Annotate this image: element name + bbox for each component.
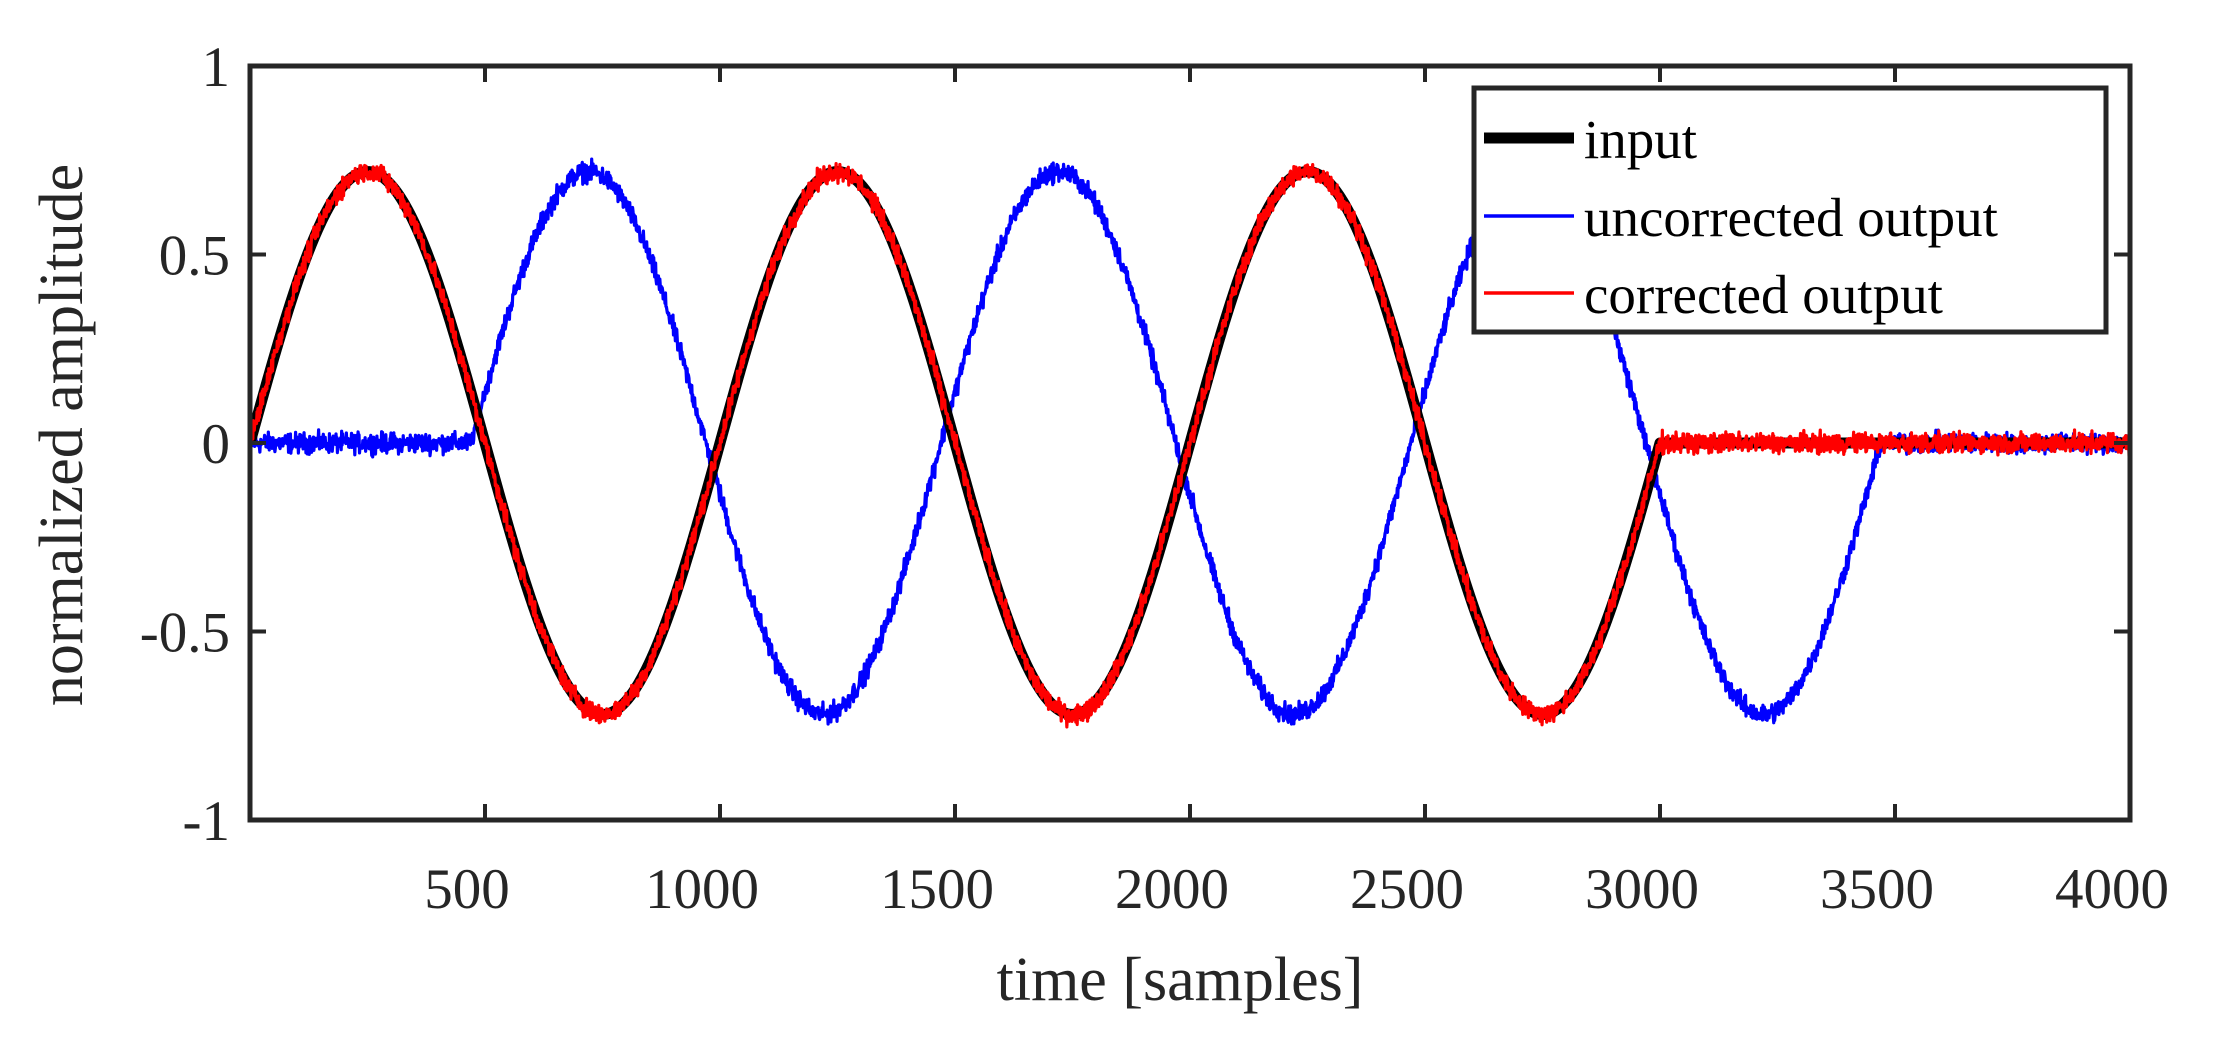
y-tick-label: 0.5 — [159, 225, 230, 288]
y-tick-label: 0 — [202, 413, 231, 476]
ticks-layer — [250, 64, 2132, 822]
y-tick-label: 1 — [202, 36, 231, 99]
legend-label-uncorrected-output: uncorrected output — [1584, 187, 1998, 248]
legend-label-input: input — [1584, 109, 1697, 170]
series-layer — [250, 157, 2130, 729]
y-tick-label: -1 — [183, 790, 230, 853]
y-tick-label: -0.5 — [140, 602, 230, 665]
legend-box — [1471, 85, 2109, 335]
x-tick-label: 3500 — [1820, 858, 1934, 921]
x-tick-label: 4000 — [2055, 858, 2169, 921]
x-tick-label: 500 — [424, 858, 510, 921]
legend-label-corrected-output: corrected output — [1584, 264, 1943, 325]
y-axis-label: normalized amplitude — [28, 164, 96, 706]
x-tick-label: 3000 — [1585, 858, 1699, 921]
series-line-uncorrected-output — [250, 157, 2130, 726]
tick-labels-layer: 500 1000 1500 2000 2500 3000 3500 4000 1 0.5 0 -0.5… — [140, 36, 2169, 921]
x-tick-label: 1000 — [645, 858, 759, 921]
x-tick-label: 2500 — [1350, 858, 1464, 921]
x-tick-label: 1500 — [880, 858, 994, 921]
x-tick-label: 2000 — [1115, 858, 1229, 921]
legend: input uncorrected output corrected outpu… — [1471, 85, 2109, 335]
x-axis-label: time [samples] — [997, 946, 1364, 1014]
series-line-corrected-output — [250, 162, 2130, 729]
